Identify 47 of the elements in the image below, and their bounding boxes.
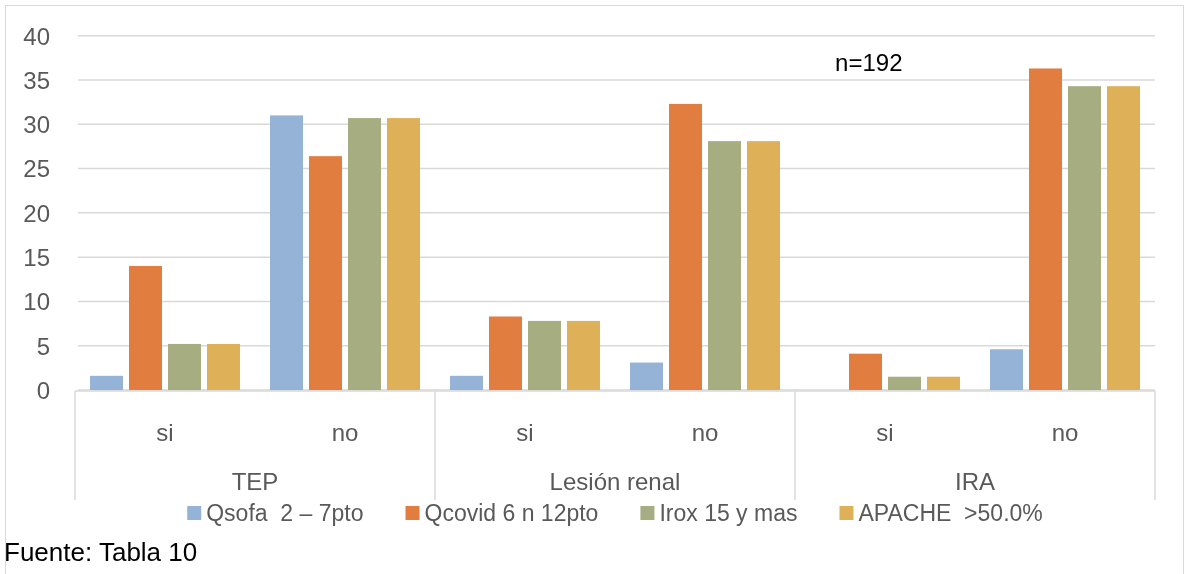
x-tick-label: si [516, 419, 534, 447]
legend-label: Qsofa 2 – 7pto [206, 500, 364, 527]
y-tick-label: 15 [23, 244, 50, 272]
bar [1029, 68, 1062, 390]
y-tick-label: 40 [23, 22, 50, 50]
legend-label: Irox 15 y mas [659, 500, 798, 527]
bar [450, 375, 483, 390]
bar [708, 141, 741, 390]
x-tick-label: no [1051, 419, 1079, 447]
bar [747, 141, 780, 390]
text: IRA [954, 468, 996, 496]
x-tick-label: no [331, 419, 359, 447]
x-tick-label: si [156, 419, 174, 447]
y-tick-label: 30 [23, 111, 50, 139]
bar [348, 118, 381, 390]
bar [888, 376, 921, 390]
legend-label: Qcovid 6 n 12pto [424, 500, 599, 527]
bar [1068, 86, 1101, 390]
y-tick-label: 0 [36, 376, 50, 404]
bar [207, 343, 240, 390]
bar [90, 375, 123, 390]
legend-label: APACHE >50.0% [858, 500, 1043, 527]
bar [387, 118, 420, 390]
bar [567, 320, 600, 390]
bar [1107, 86, 1140, 390]
bar [927, 376, 960, 390]
x-tick-label: no [691, 419, 719, 447]
y-tick-label: 20 [23, 199, 50, 227]
bar [168, 343, 201, 390]
source-note: Fuente: Tabla 10 [4, 537, 198, 568]
bar [489, 316, 522, 390]
y-tick-label: 5 [36, 332, 50, 360]
bar [129, 266, 162, 390]
bar [309, 156, 342, 390]
bar [990, 349, 1023, 390]
bar [630, 362, 663, 390]
bar [849, 353, 882, 390]
y-tick-label: 10 [23, 288, 50, 316]
annotation: n=192 [835, 48, 903, 76]
bar [669, 103, 702, 390]
y-tick-label: 25 [23, 155, 50, 183]
bar [528, 320, 561, 390]
x-tick-label: si [876, 419, 894, 447]
text: Lesión renal [549, 468, 681, 496]
y-tick-label: 35 [23, 66, 50, 94]
bar [270, 115, 303, 390]
text: TEP [231, 468, 279, 496]
